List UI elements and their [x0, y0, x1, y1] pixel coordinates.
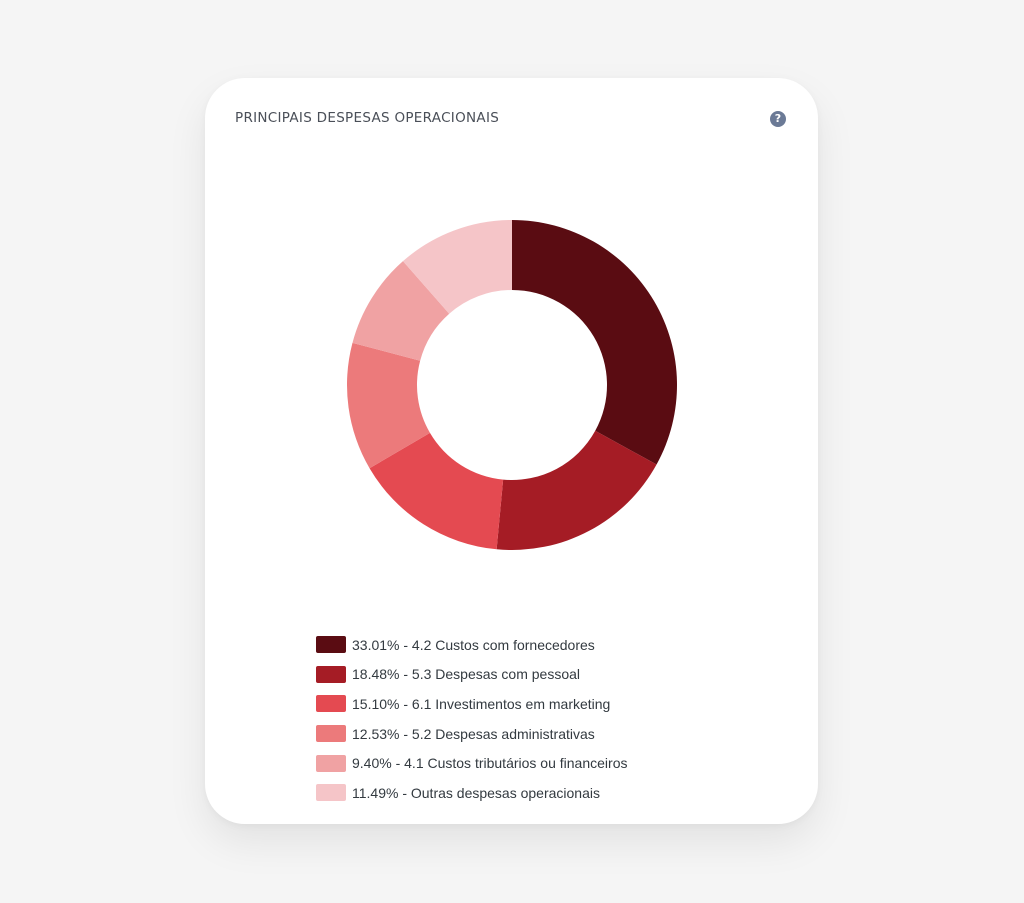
- legend-label: 15.10% - 6.1 Investimentos em marketing: [352, 695, 611, 712]
- donut-chart-svg: [347, 220, 677, 550]
- legend-label: 18.48% - 5.3 Despesas com pessoal: [352, 666, 581, 683]
- legend-swatch: [316, 636, 346, 654]
- donut-slice-4[interactable]: [347, 342, 430, 469]
- legend-item[interactable]: 15.10% - 6.1 Investimentos em marketing: [316, 689, 627, 719]
- legend-swatch: [316, 695, 346, 713]
- legend-item[interactable]: 33.01% - 4.2 Custos com fornecedores: [316, 630, 627, 660]
- legend-item[interactable]: 11.49% - Outras despesas operacionais: [316, 778, 627, 808]
- chart-card: PRINCIPAIS DESPESAS OPERACIONAIS ? 33.01…: [205, 78, 818, 824]
- legend-swatch: [316, 665, 346, 683]
- chart-legend: 33.01% - 4.2 Custos com fornecedores 18.4…: [316, 630, 627, 808]
- legend-label: 12.53% - 5.2 Despesas administrativas: [352, 725, 595, 742]
- card-title: PRINCIPAIS DESPESAS OPERACIONAIS: [235, 110, 500, 126]
- legend-label: 9.40% - 4.1 Custos tributários ou financ…: [352, 755, 628, 772]
- legend-swatch: [316, 725, 346, 743]
- legend-item[interactable]: 9.40% - 4.1 Custos tributários ou financ…: [316, 748, 627, 778]
- legend-swatch: [316, 754, 346, 772]
- legend-item[interactable]: 18.48% - 5.3 Despesas com pessoal: [316, 660, 627, 690]
- donut-slice-1[interactable]: [512, 220, 677, 465]
- donut-slice-2[interactable]: [496, 430, 657, 550]
- donut-slice-5[interactable]: [352, 261, 450, 361]
- donut-chart: [345, 218, 679, 552]
- legend-item[interactable]: 12.53% - 5.2 Despesas administrativas: [316, 719, 627, 749]
- legend-label: 33.01% - 4.2 Custos com fornecedores: [352, 636, 595, 653]
- donut-slice-6[interactable]: [402, 220, 512, 314]
- help-icon[interactable]: ?: [770, 111, 786, 127]
- donut-slice-3[interactable]: [369, 432, 504, 550]
- legend-label: 11.49% - Outras despesas operacionais: [352, 784, 600, 801]
- legend-swatch: [316, 784, 346, 802]
